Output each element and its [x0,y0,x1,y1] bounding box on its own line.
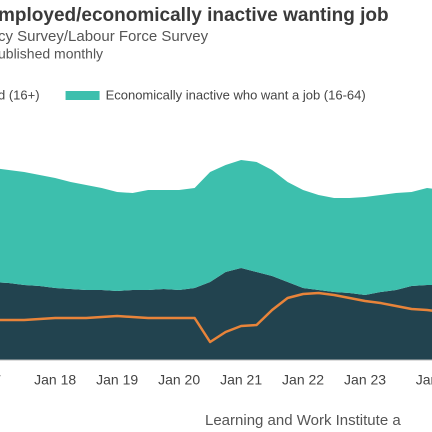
plot-area [0,160,432,360]
line [0,291,432,344]
legend-label: Economically inactive who want a job (16… [106,87,366,102]
subtitle: cy Survey/Labour Force Survey [0,28,209,45]
x-tick-label: Jan 20 [158,372,200,388]
x-tick-label: Jan [416,372,432,388]
x-tick-label: Jan 21 [220,372,262,388]
subtitle: ublished monthly [0,46,103,62]
x-tick-label: Jan 22 [282,372,324,388]
legend-swatch [65,91,100,100]
legend-label: d (16+) [0,87,40,102]
area [0,160,432,295]
x-tick-label: Jan 18 [34,372,76,388]
area [0,268,432,360]
chart-title: mployed/economically inactive wanting jo… [0,5,389,26]
source: Learning and Work Institute a [205,412,401,429]
x-tick-label: 17 [0,372,1,388]
x-tick-label: Jan 19 [96,372,138,388]
x-tick-label: Jan 23 [344,372,386,388]
